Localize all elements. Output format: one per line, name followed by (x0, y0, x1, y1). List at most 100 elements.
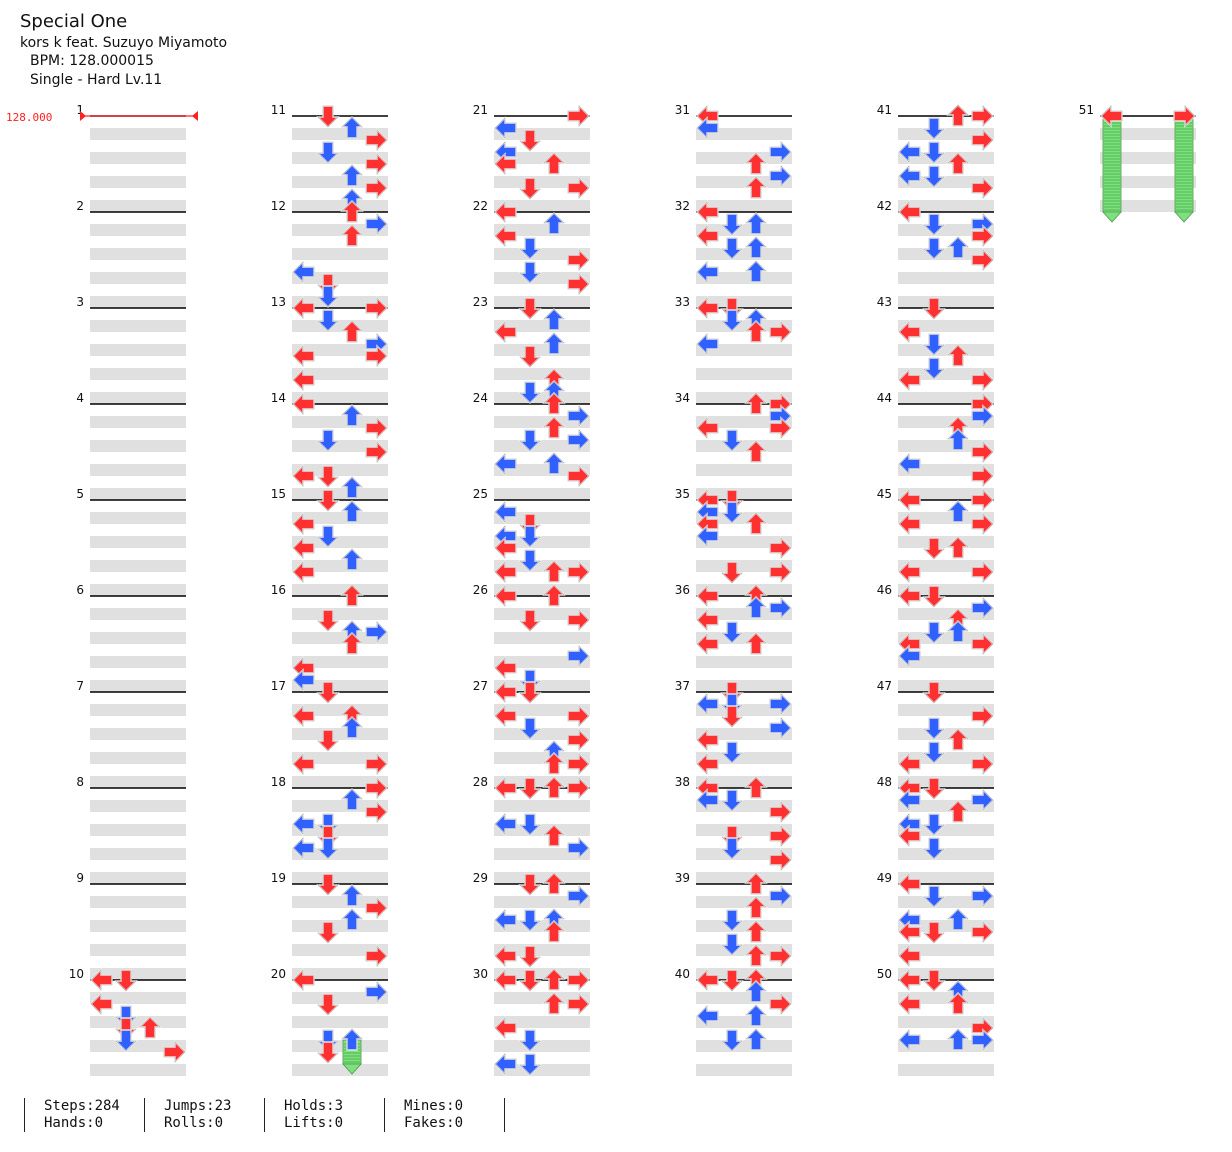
step-arrow (316, 141, 340, 164)
step-arrow (542, 416, 566, 439)
beat-band (696, 584, 792, 596)
step-arrow (922, 297, 946, 320)
beat-band (696, 200, 792, 212)
beat-band (898, 128, 994, 140)
beat-band (292, 128, 388, 140)
song-header: Special One kors k feat. Suzuyo Miyamoto… (20, 10, 227, 90)
step-arrow (365, 800, 388, 824)
step-arrow (898, 512, 921, 536)
beat-band (696, 776, 792, 788)
step-arrow (696, 632, 719, 656)
measure-number: 43 (877, 295, 892, 309)
step-arrow (494, 656, 517, 680)
step-arrow (971, 1028, 994, 1052)
beat-band (494, 728, 590, 740)
beat-band (696, 944, 792, 956)
step-arrow (567, 428, 590, 452)
beat-band (292, 1016, 388, 1028)
measure-number: 24 (473, 391, 488, 405)
step-arrow (340, 320, 364, 343)
beat-band (90, 320, 186, 332)
step-arrow (898, 920, 921, 944)
step-arrow (922, 777, 946, 800)
step-arrow (542, 872, 566, 895)
step-arrow (518, 969, 542, 992)
step-arrow (316, 873, 340, 896)
step-arrow (518, 681, 542, 704)
step-arrow (922, 813, 946, 836)
step-arrow (898, 788, 921, 812)
step-arrow (720, 621, 744, 644)
measure-number: 49 (877, 871, 892, 885)
beat-band (898, 800, 994, 812)
beat-band (494, 992, 590, 1004)
step-arrow (744, 440, 768, 463)
step-arrow (365, 176, 388, 200)
step-arrow (340, 908, 364, 931)
step-arrow (922, 681, 946, 704)
beat-band (696, 608, 792, 620)
step-arrow (292, 368, 315, 392)
beat-band (898, 1040, 994, 1052)
beat-band (898, 632, 994, 644)
step-arrow (316, 681, 340, 704)
measure-number: 11 (271, 103, 286, 117)
step-arrow (922, 621, 946, 644)
beat-band (494, 488, 590, 500)
beat-band (292, 584, 388, 596)
step-arrow (567, 248, 590, 272)
step-arrow (365, 344, 388, 368)
step-arrow (898, 1028, 921, 1052)
hold-tail (342, 1063, 362, 1075)
step-arrow (946, 992, 970, 1015)
stats-separator (144, 1098, 145, 1132)
step-arrow (567, 644, 590, 668)
step-arrow (769, 320, 792, 344)
step-arrow (518, 297, 542, 320)
step-arrow (292, 704, 315, 728)
step-arrow (567, 752, 590, 776)
beat-band (494, 656, 590, 668)
song-title: Special One (20, 11, 128, 32)
step-arrow (494, 812, 517, 836)
step-arrow (494, 944, 517, 968)
beat-band (292, 152, 388, 164)
step-arrow (744, 152, 768, 175)
beat-band (696, 560, 792, 572)
step-arrow (138, 1016, 162, 1039)
step-arrow (365, 752, 388, 776)
step-arrow (898, 452, 921, 476)
beat-band (292, 320, 388, 332)
beat-band (292, 752, 388, 764)
step-arrow (365, 980, 388, 1004)
beat-band (1100, 200, 1196, 212)
beat-band (898, 344, 994, 356)
step-arrow (567, 464, 590, 488)
step-arrow (316, 465, 340, 488)
measure-number: 19 (271, 871, 286, 885)
step-arrow (696, 584, 719, 608)
step-arrow (567, 968, 590, 992)
step-arrow (494, 704, 517, 728)
beat-band (898, 296, 994, 308)
step-arrow (292, 668, 315, 692)
step-arrow (518, 945, 542, 968)
beat-band (90, 1064, 186, 1076)
beat-band (292, 488, 388, 500)
beat-band (494, 464, 590, 476)
beat-band (898, 656, 994, 668)
step-arrow (898, 992, 921, 1016)
beat-band (292, 704, 388, 716)
beat-band (494, 1064, 590, 1076)
step-arrow (542, 584, 566, 607)
beat-band (898, 512, 994, 524)
step-arrow (494, 584, 517, 608)
beat-band (90, 752, 186, 764)
step-arrow (542, 152, 566, 175)
step-arrow (542, 920, 566, 943)
step-arrow (720, 741, 744, 764)
step-arrow (542, 968, 566, 991)
step-arrow (494, 536, 517, 560)
beat-band (90, 1016, 186, 1028)
measure-number: 20 (271, 967, 286, 981)
